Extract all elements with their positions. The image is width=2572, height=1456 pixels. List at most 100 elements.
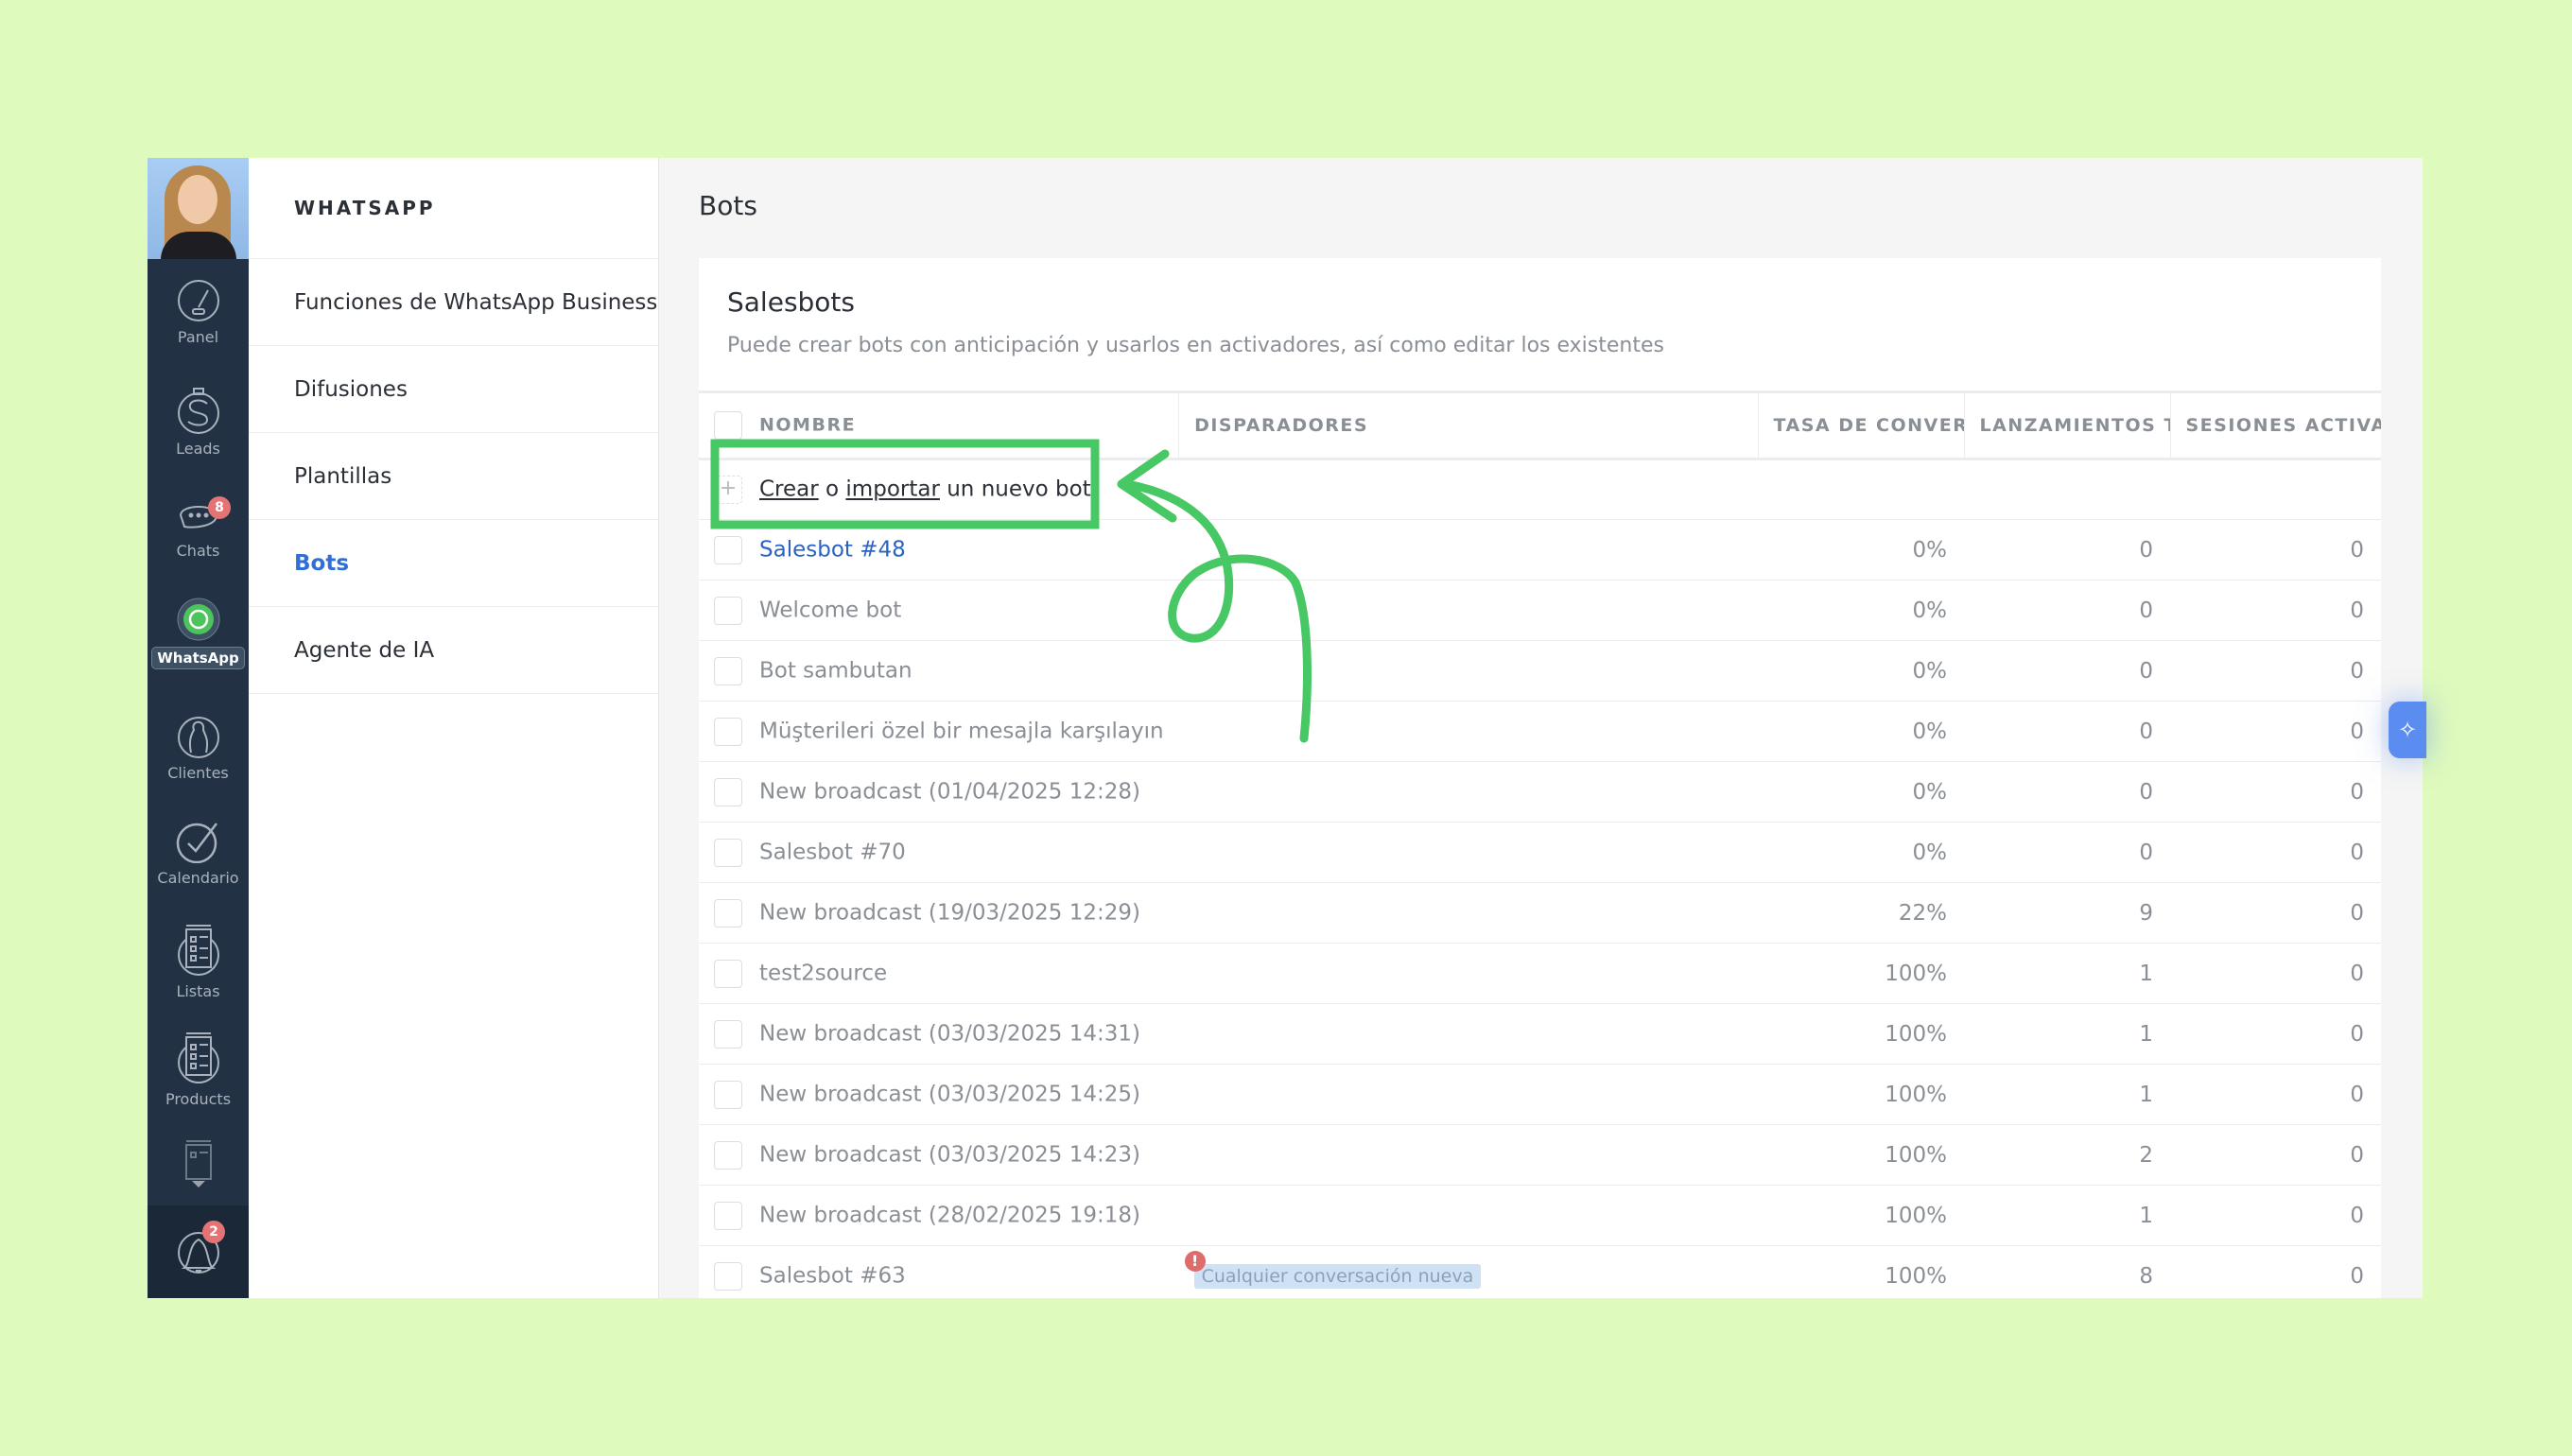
name-cell: test2source [699, 943, 1179, 1004]
avatar[interactable] [148, 158, 249, 259]
bot-name-link[interactable]: Müşterileri özel bir mesajla karşılayın [759, 719, 1164, 743]
table-header: NOMBRE DISPARADORES TASA DE CONVERSIÓN L… [699, 390, 2381, 460]
row-checkbox[interactable] [714, 838, 742, 867]
select-all-checkbox[interactable] [714, 411, 742, 440]
nav-item-chats[interactable]: Chats 8 [148, 496, 249, 560]
check-icon [176, 823, 217, 863]
bot-name-link[interactable]: test2source [759, 961, 888, 985]
table-row[interactable]: Müşterileri özel bir mesajla karşılayın 0… [699, 701, 2381, 762]
table-row[interactable]: Salesbot #48 0% 0 0 [699, 519, 2381, 581]
bot-name-link[interactable]: New broadcast (03/03/2025 14:25) [759, 1082, 1140, 1106]
row-checkbox[interactable] [714, 596, 742, 625]
nav-label: Calendario [157, 869, 239, 887]
table-row[interactable]: Salesbot #63 ! Cualquier conversación nuev… [699, 1245, 2381, 1298]
nav-label: Leads [176, 440, 220, 458]
active-sessions: 0 [2170, 943, 2381, 1004]
conversion-rate: 0% [1758, 519, 1964, 581]
bot-name-link[interactable]: Bot sambutan [759, 658, 912, 683]
column-sesiones[interactable]: SESIONES ACTIVAS [2169, 390, 2381, 460]
bot-name-link[interactable]: New broadcast (03/03/2025 14:23) [759, 1142, 1140, 1167]
row-checkbox[interactable] [714, 777, 742, 806]
nav-more-button[interactable] [148, 1139, 249, 1198]
import-link[interactable]: importar [845, 477, 940, 502]
row-checkbox[interactable] [714, 1201, 742, 1230]
table-row[interactable]: Welcome bot 0% 0 0 [699, 580, 2381, 641]
submenu-item-bots[interactable]: Bots [249, 520, 658, 607]
active-sessions: 0 [2170, 640, 2381, 702]
table-row[interactable]: Salesbot #70 0% 0 0 [699, 822, 2381, 883]
launches: 9 [1964, 882, 2170, 944]
create-link[interactable]: Crear [759, 477, 819, 502]
main-content: Bots Salesbots Puede crear bots con anti… [659, 158, 2423, 1298]
submenu-item-difusiones[interactable]: Difusiones [249, 346, 658, 433]
submenu-item-funciones[interactable]: Funciones de WhatsApp Business [249, 259, 658, 346]
nav-item-panel[interactable]: Panel [148, 279, 249, 346]
bot-name-link[interactable]: New broadcast (28/02/2025 19:18) [759, 1203, 1140, 1227]
conversion-rate: 100% [1758, 1185, 1964, 1246]
table-row[interactable]: New broadcast (03/03/2025 14:25) 100% 1 0 [699, 1064, 2381, 1125]
submenu-item-plantillas[interactable]: Plantillas [249, 433, 658, 520]
row-checkbox[interactable] [714, 656, 742, 685]
ai-assistant-button[interactable]: ✧ [2389, 702, 2426, 758]
table-row[interactable]: New broadcast (28/02/2025 19:18) 100% 1 0 [699, 1185, 2381, 1246]
page-title: Bots [699, 190, 757, 221]
table-row[interactable]: New broadcast (03/03/2025 14:23) 100% 2 0 [699, 1124, 2381, 1186]
nav-item-products[interactable]: Products [148, 1031, 249, 1108]
row-checkbox[interactable] [714, 898, 742, 927]
table-row[interactable]: New broadcast (03/03/2025 14:31) 100% 1 0 [699, 1003, 2381, 1065]
column-disparadores[interactable]: DISPARADORES [1178, 390, 1758, 460]
trigger-tag[interactable]: ! Cualquier conversación nueva [1184, 1251, 1482, 1289]
list-icon [177, 1032, 219, 1083]
launches: 1 [1964, 1003, 2170, 1065]
launches: 8 [1964, 1245, 2170, 1298]
section-title: Salesbots [727, 286, 855, 318]
plus-icon[interactable]: + [714, 476, 742, 504]
active-sessions: 0 [2170, 1124, 2381, 1186]
row-checkbox[interactable] [714, 717, 742, 746]
name-cell: New broadcast (01/04/2025 12:28) [699, 761, 1179, 823]
name-cell: Salesbot #48 [699, 519, 1179, 581]
bot-name-link[interactable]: Welcome bot [759, 598, 902, 622]
bot-name-link[interactable]: New broadcast (03/03/2025 14:31) [759, 1021, 1140, 1046]
table-row[interactable]: New broadcast (19/03/2025 12:29) 22% 9 0 [699, 882, 2381, 944]
trigger-cell [1178, 640, 1758, 702]
nav-item-calendario[interactable]: Calendario [148, 820, 249, 887]
conversion-rate: 22% [1758, 882, 1964, 944]
trigger-cell [1178, 1003, 1758, 1065]
row-checkbox[interactable] [714, 1019, 742, 1049]
trigger-cell: ! Cualquier conversación nueva [1178, 1245, 1758, 1298]
notifications-button[interactable]: 2 [148, 1205, 249, 1298]
active-sessions: 0 [2170, 1245, 2381, 1298]
launches: 0 [1964, 519, 2170, 581]
submenu-item-agente-ia[interactable]: Agente de IA [249, 607, 658, 694]
conversion-rate: 100% [1758, 1245, 1964, 1298]
active-sessions: 0 [2170, 701, 2381, 762]
launches: 2 [1964, 1124, 2170, 1186]
nav-item-clientes[interactable]: Clientes [148, 711, 249, 782]
conversion-rate: 0% [1758, 580, 1964, 641]
row-checkbox[interactable] [714, 1140, 742, 1170]
column-tasa[interactable]: TASA DE CONVERSIÓN [1757, 390, 1964, 460]
left-nav: Panel Leads Chats 8 WhatsApp Clientes Ca… [148, 158, 249, 1298]
nav-item-whatsapp[interactable]: WhatsApp [148, 598, 249, 669]
column-nombre[interactable]: NOMBRE [699, 390, 1179, 460]
nav-item-listas[interactable]: Listas [148, 924, 249, 1000]
bot-name-link[interactable]: Salesbot #48 [759, 537, 906, 562]
table-row[interactable]: New broadcast (01/04/2025 12:28) 0% 0 0 [699, 761, 2381, 823]
row-checkbox[interactable] [714, 1080, 742, 1109]
column-lanzamientos[interactable]: LANZAMIENTOS T [1963, 390, 2170, 460]
table-row[interactable]: test2source 100% 1 0 [699, 943, 2381, 1004]
bot-name-link[interactable]: Salesbot #63 [759, 1263, 906, 1288]
bot-name-link[interactable]: Salesbot #70 [759, 840, 906, 864]
trigger-cell [1178, 761, 1758, 823]
table-row[interactable]: Bot sambutan 0% 0 0 [699, 640, 2381, 702]
whatsapp-icon [177, 598, 219, 641]
conversion-rate: 100% [1758, 943, 1964, 1004]
nav-item-leads[interactable]: Leads [148, 387, 249, 458]
row-checkbox[interactable] [714, 1261, 742, 1291]
create-or-text: o [825, 477, 840, 502]
bot-name-link[interactable]: New broadcast (19/03/2025 12:29) [759, 900, 1140, 925]
row-checkbox[interactable] [714, 959, 742, 988]
row-checkbox[interactable] [714, 535, 742, 564]
bot-name-link[interactable]: New broadcast (01/04/2025 12:28) [759, 779, 1140, 804]
